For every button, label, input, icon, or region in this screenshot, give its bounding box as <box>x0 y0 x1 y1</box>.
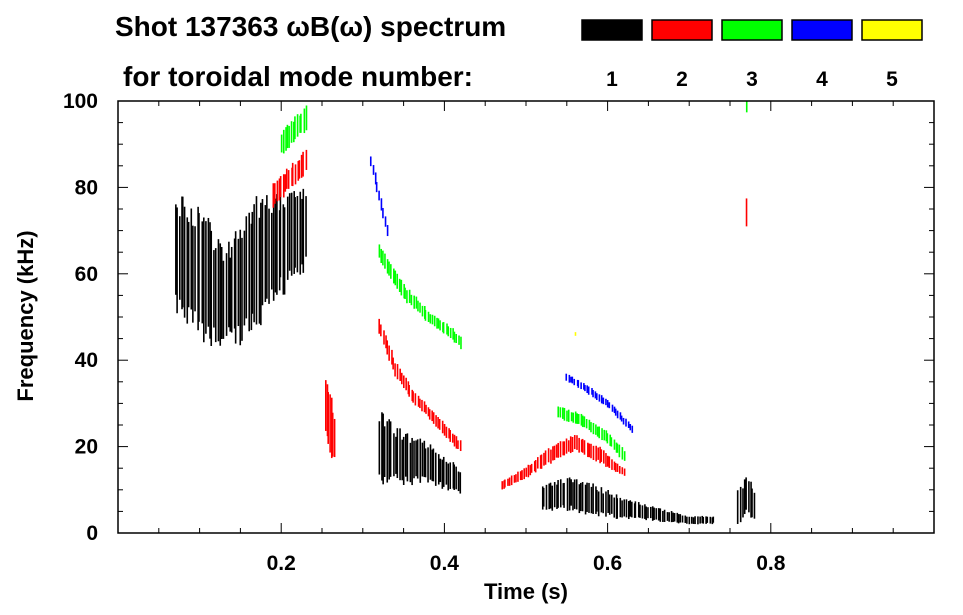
x-tick-label: 0.2 <box>267 552 296 575</box>
series-n2 <box>272 149 748 490</box>
data-layer <box>175 101 756 525</box>
series-n3 <box>280 101 748 461</box>
chart-title-line-1: Shot 137363 ωB(ω) spectrum <box>115 11 506 42</box>
legend-label-mode-4: 4 <box>816 68 828 91</box>
chart-title-line-2: for toroidal mode number: <box>123 61 473 92</box>
series-n1 <box>175 188 756 525</box>
x-axis-label: Time (s) <box>484 579 568 604</box>
legend-label-mode-3: 3 <box>746 68 758 91</box>
legend: 1 2 3 4 5 <box>581 19 923 91</box>
y-axis-label: Frequency (kHz) <box>13 230 38 401</box>
x-tick-label: 0.4 <box>430 552 460 575</box>
legend-swatch-mode-2 <box>651 19 713 41</box>
legend-swatch-mode-5 <box>861 19 923 41</box>
y-tick-label: 80 <box>75 176 98 199</box>
legend-label-mode-2: 2 <box>676 68 688 91</box>
legend-swatch-mode-3 <box>721 19 783 41</box>
x-tick-label: 0.8 <box>756 552 786 575</box>
legend-swatch-mode-4 <box>791 19 853 41</box>
axes: 0.2 0.4 0.6 0.8 0 20 40 60 80 100 <box>63 90 934 575</box>
y-tick-label: 60 <box>75 263 98 286</box>
legend-label-mode-1: 1 <box>606 68 618 91</box>
y-tick-label: 20 <box>75 436 98 459</box>
y-tick-label: 0 <box>86 522 98 545</box>
legend-swatch-mode-1 <box>581 19 643 41</box>
x-tick-label: 0.6 <box>593 552 622 575</box>
y-tick-label: 40 <box>75 349 98 372</box>
y-tick-label: 100 <box>63 90 98 113</box>
legend-label-mode-5: 5 <box>886 68 898 91</box>
series-n4 <box>369 156 634 433</box>
